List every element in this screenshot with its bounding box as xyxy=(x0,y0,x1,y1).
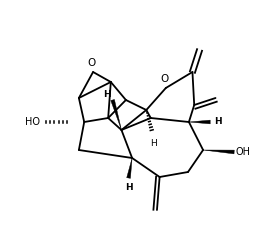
Text: H: H xyxy=(214,118,222,126)
Polygon shape xyxy=(189,120,210,124)
Text: HO: HO xyxy=(26,117,40,127)
Text: H: H xyxy=(150,139,157,148)
Text: H: H xyxy=(103,90,110,99)
Polygon shape xyxy=(127,158,132,178)
Text: O: O xyxy=(160,75,168,84)
Polygon shape xyxy=(203,150,234,154)
Polygon shape xyxy=(111,99,122,130)
Text: O: O xyxy=(88,58,96,68)
Text: H: H xyxy=(125,183,132,192)
Text: OH: OH xyxy=(235,147,250,157)
